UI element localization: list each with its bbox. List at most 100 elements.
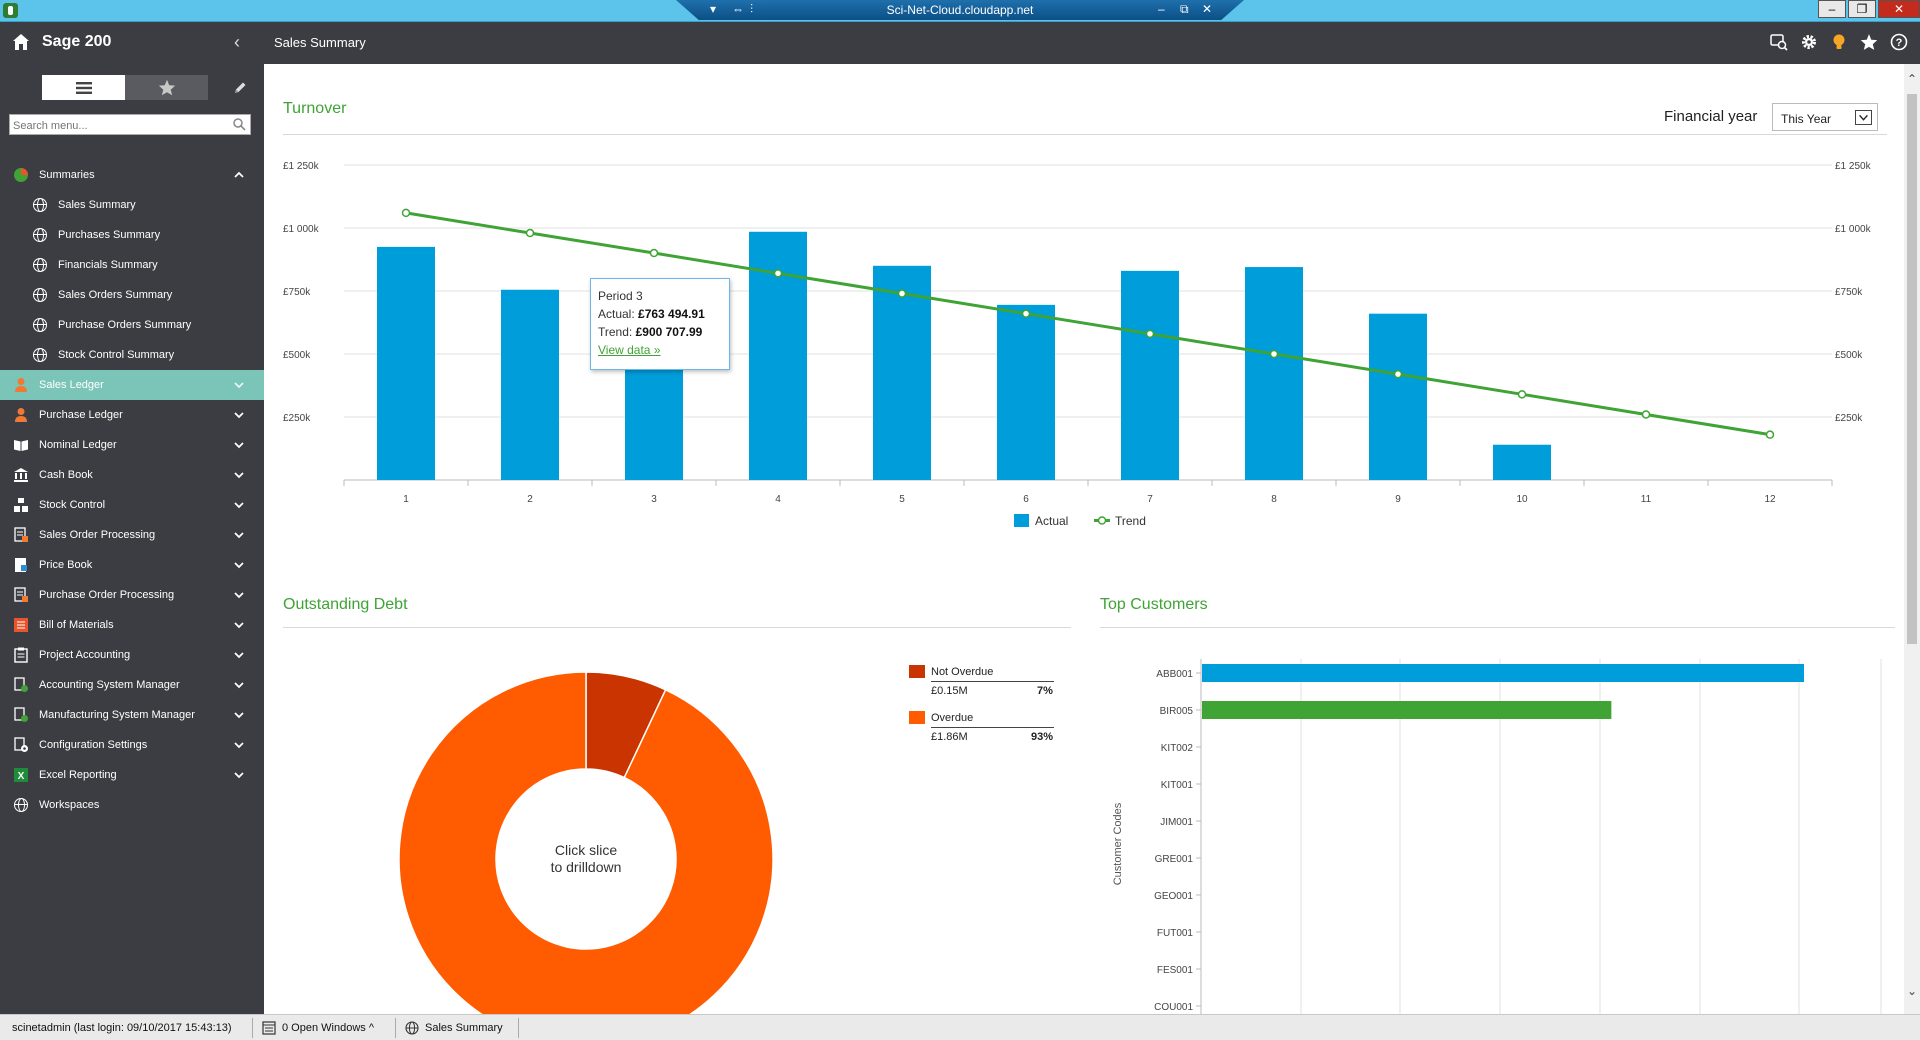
rd-restore-button[interactable]: ⧉ — [1180, 2, 1189, 16]
sidebar-item-manufacturing-system-manager[interactable]: Manufacturing System Manager — [0, 700, 264, 730]
sidebar-item-accounting-system-manager[interactable]: Accounting System Manager — [0, 670, 264, 700]
financial-year-select[interactable]: This Year — [1772, 103, 1878, 131]
debt-slice-overdue[interactable] — [398, 671, 774, 1014]
sidebar-item-workspaces[interactable]: Workspaces — [0, 790, 264, 820]
customer-code-label: JIM001 — [1160, 817, 1193, 828]
favourites-tab[interactable] — [125, 75, 208, 100]
sidebar-item-price-book[interactable]: Price Book — [0, 550, 264, 580]
trend-point-period-3 — [649, 248, 659, 258]
search-user-icon[interactable] — [1770, 33, 1788, 51]
sidebar-item-label: Bill of Materials — [39, 619, 114, 631]
turnover-bar-period-8 — [1245, 267, 1303, 480]
menu-search-input[interactable] — [9, 114, 251, 135]
sidebar-item-label: Sales Orders Summary — [58, 289, 173, 301]
sidebar-item-cash-book[interactable]: Cash Book — [0, 460, 264, 490]
windows-icon — [262, 1021, 276, 1035]
system-manager-icon — [13, 677, 29, 693]
chevron-down-icon[interactable] — [234, 380, 244, 390]
gear-icon[interactable] — [1800, 33, 1818, 51]
chevron-down-icon[interactable] — [234, 740, 244, 750]
sidebar-item-sales-summary[interactable]: Sales Summary — [0, 190, 264, 220]
chevron-down-icon[interactable] — [234, 560, 244, 570]
document-icon — [13, 587, 29, 603]
pie-chart-icon — [13, 167, 29, 183]
y-tick-label-left: £750k — [283, 287, 311, 298]
chevron-down-icon[interactable] — [234, 440, 244, 450]
chevron-down-icon[interactable] — [234, 530, 244, 540]
scroll-thumb[interactable] — [1907, 94, 1917, 644]
customer-bar-abb001[interactable] — [1202, 664, 1804, 682]
search-icon[interactable] — [233, 118, 246, 131]
sidebar-item-stock-control[interactable]: Stock Control — [0, 490, 264, 520]
y-tick-label-left: £500k — [283, 350, 311, 361]
bulb-icon[interactable] — [1830, 33, 1848, 51]
not-overdue-legend-swatch — [909, 665, 925, 678]
sidebar-item-configuration-settings[interactable]: Configuration Settings — [0, 730, 264, 760]
x-tick-label: 4 — [775, 494, 781, 505]
chevron-down-icon[interactable] — [234, 470, 244, 480]
help-icon[interactable]: ? — [1890, 33, 1908, 51]
rd-menu-button[interactable]: ▾ — [710, 2, 717, 16]
legend-trend-label: Trend — [1115, 514, 1146, 528]
not-overdue-label: Not Overdue — [931, 666, 994, 678]
sidebar-item-sales-order-processing[interactable]: Sales Order Processing — [0, 520, 264, 550]
open-windows-button[interactable]: 0 Open Windows ^ — [282, 1022, 374, 1034]
chevron-down-icon[interactable] — [234, 710, 244, 720]
sidebar-item-summaries[interactable]: Summaries — [0, 160, 264, 190]
view-data-link[interactable]: View data » — [598, 343, 661, 357]
clipboard-icon — [13, 647, 29, 663]
pencil-icon[interactable] — [232, 80, 248, 96]
rd-pin-button[interactable]: ⇔ — [732, 2, 744, 16]
legend-actual-swatch — [1014, 514, 1029, 527]
sidebar-item-label: Accounting System Manager — [39, 679, 180, 691]
rd-close-button[interactable]: ✕ — [1202, 2, 1213, 16]
scroll-up-icon[interactable]: ⌃ — [1906, 72, 1918, 86]
list-icon — [75, 81, 92, 94]
sidebar-item-label: Purchase Orders Summary — [58, 319, 192, 331]
scroll-down-icon[interactable]: ⌄ — [1906, 984, 1918, 998]
rd-minimize-button[interactable]: – — [1158, 2, 1165, 16]
sidebar-item-financials-summary[interactable]: Financials Summary — [0, 250, 264, 280]
outstanding-debt-divider — [283, 627, 1071, 628]
chevron-down-icon[interactable] — [234, 620, 244, 630]
sidebar-item-stock-control-summary[interactable]: Stock Control Summary — [0, 340, 264, 370]
window-minimize-button[interactable]: – — [1818, 0, 1846, 18]
y-tick-label-right: £500k — [1835, 350, 1863, 361]
sidebar-item-sales-orders-summary[interactable]: Sales Orders Summary — [0, 280, 264, 310]
chevron-up-icon[interactable] — [234, 170, 244, 180]
sidebar-item-nominal-ledger[interactable]: Nominal Ledger — [0, 430, 264, 460]
sidebar-item-bill-of-materials[interactable]: Bill of Materials — [0, 610, 264, 640]
trend-point-period-9 — [1393, 369, 1403, 379]
customer-bar-bir005[interactable] — [1202, 701, 1612, 719]
sidebar-item-excel-reporting[interactable]: X Excel Reporting — [0, 760, 264, 790]
sidebar-item-purchases-summary[interactable]: Purchases Summary — [0, 220, 264, 250]
remote-host-title: Sci-Net-Cloud.cloudapp.net — [886, 3, 1034, 17]
chevron-down-icon[interactable] — [234, 590, 244, 600]
main-content: £250k £250k £500k £500k £750k £750k £1 000k £1 … — [264, 64, 1920, 1014]
home-icon[interactable] — [12, 33, 30, 51]
main-scrollbar[interactable]: ⌃ ⌄ — [1904, 64, 1920, 1014]
sidebar-item-purchase-ledger[interactable]: Purchase Ledger — [0, 400, 264, 430]
menu-list-tab[interactable] — [42, 75, 125, 100]
chevron-down-icon[interactable] — [234, 770, 244, 780]
y-tick-label-left: £1 000k — [283, 224, 320, 235]
dashboard-charts: £250k £250k £500k £500k £750k £750k £1 000k £1 … — [283, 161, 1882, 1014]
sidebar-item-label: Project Accounting — [39, 649, 131, 661]
chevron-down-icon[interactable] — [234, 680, 244, 690]
window-maximize-button[interactable]: ❐ — [1848, 0, 1876, 18]
status-bar: scinetadmin (last login: 09/10/2017 15:4… — [0, 1014, 1920, 1040]
sidebar-item-purchase-order-processing[interactable]: Purchase Order Processing — [0, 580, 264, 610]
sidebar-item-purchase-orders-summary[interactable]: Purchase Orders Summary — [0, 310, 264, 340]
globe-icon — [32, 317, 48, 333]
trend-point-period-4 — [773, 269, 783, 278]
sidebar-item-project-accounting[interactable]: Project Accounting — [0, 640, 264, 670]
current-window-tab[interactable]: Sales Summary — [425, 1022, 503, 1034]
sidebar-item-sales-ledger[interactable]: Sales Ledger — [0, 370, 264, 400]
collapse-sidebar-icon[interactable]: ‹ — [234, 32, 240, 52]
star-icon[interactable] — [1860, 33, 1878, 51]
chevron-down-icon[interactable] — [234, 410, 244, 420]
sidebar-item-label: Financials Summary — [58, 259, 158, 271]
window-close-button[interactable]: ✕ — [1878, 0, 1920, 18]
chevron-down-icon[interactable] — [234, 500, 244, 510]
chevron-down-icon[interactable] — [234, 650, 244, 660]
